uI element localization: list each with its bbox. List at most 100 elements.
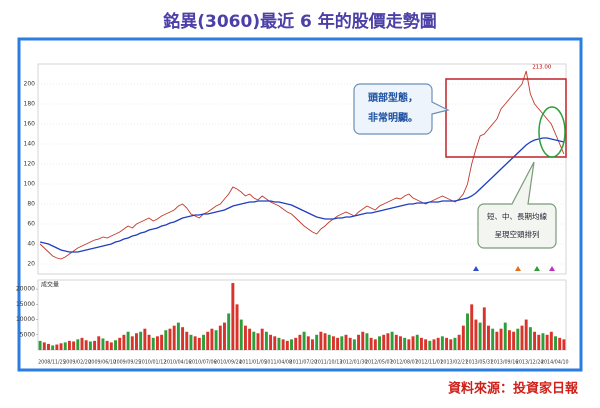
volume-bar <box>51 345 55 350</box>
volume-bar <box>168 328 172 350</box>
volume-bar <box>336 337 340 350</box>
highlight-box <box>445 78 567 158</box>
callout-text: 頭部型態， <box>368 91 418 104</box>
volume-bar <box>294 337 298 350</box>
volume-bar <box>231 283 235 350</box>
volume-bar <box>491 328 495 350</box>
volume-bar <box>407 339 411 350</box>
volume-bar <box>495 331 499 350</box>
volume-bar <box>176 322 180 350</box>
volume-bar <box>302 331 306 350</box>
volume-bar <box>67 340 71 350</box>
page-title: 銘異(3060)最近 6 年的股價走勢圖 <box>163 11 437 32</box>
volume-bar <box>315 334 319 350</box>
volume-bar <box>499 328 503 350</box>
callout-text: 短、中、長期均線 <box>487 211 547 221</box>
volume-bar <box>311 339 314 350</box>
volume-bar <box>319 331 323 350</box>
volume-bar <box>428 340 432 350</box>
y-tick-label: 140 <box>24 141 36 148</box>
volume-bar <box>348 337 352 350</box>
volume-bar <box>281 339 285 350</box>
volume-bar <box>47 343 50 350</box>
x-tick-label: 2009/09/25 <box>114 360 142 366</box>
x-tick-label: 2013/02/21 <box>440 360 468 366</box>
volume-bar <box>185 331 189 350</box>
volume-bar <box>528 327 532 350</box>
volume-bar <box>524 319 528 350</box>
volume-bar <box>130 336 134 350</box>
x-tick-label: 2011/07/20 <box>290 360 318 366</box>
volume-bar <box>88 341 92 350</box>
volume-bar <box>549 331 553 350</box>
volume-bar <box>419 337 423 350</box>
volume-bar <box>210 328 214 350</box>
source: 資料來源：投資家日報 <box>448 381 579 397</box>
y-tick-label: 5000 <box>20 331 35 338</box>
volume-bar <box>84 340 88 350</box>
x-tick-label: 2009/06/10 <box>88 360 116 366</box>
volume-bar <box>331 336 335 350</box>
x-tick-label: 2011/01/05 <box>239 360 267 366</box>
volume-bar <box>352 339 356 350</box>
volume-bar <box>327 334 331 350</box>
price-line <box>39 137 565 253</box>
volume-bar <box>357 334 361 350</box>
volume-bar <box>478 322 482 350</box>
volume-bar <box>445 337 449 350</box>
volume-bar <box>139 331 143 350</box>
volume-bar <box>298 334 302 350</box>
volume-bar <box>482 307 486 350</box>
y-tick-label: 200 <box>24 81 36 88</box>
callout <box>353 83 450 135</box>
y-tick-label: 100 <box>24 181 36 188</box>
y-tick-label: 120 <box>24 161 36 168</box>
y-tick-label: 20 <box>27 261 35 268</box>
volume-bar <box>470 304 474 350</box>
volume-bar <box>114 340 117 350</box>
volume-bar <box>382 334 386 350</box>
volume-bar <box>206 331 210 350</box>
volume-bar <box>55 344 59 350</box>
x-tick-label: 2009/02/20 <box>63 360 91 366</box>
x-tick-label: 2012/11/01 <box>415 360 443 366</box>
volume-bar <box>80 337 84 350</box>
volume-bar <box>390 331 394 350</box>
x-tick-label: 2012/01/30 <box>340 360 368 366</box>
volume-bar <box>306 336 310 350</box>
volume-bar <box>59 343 63 350</box>
volume-bar <box>365 333 369 350</box>
volume-bar <box>432 339 436 350</box>
marker <box>473 266 479 271</box>
volume-bar <box>562 339 566 350</box>
x-tick-label: 2013/05/31 <box>466 360 494 366</box>
volume-bar <box>160 334 164 350</box>
volume-bar <box>466 313 469 350</box>
volume-bar <box>243 325 247 350</box>
volume-bar <box>118 337 122 350</box>
volume-bar <box>264 331 268 350</box>
volume-bar <box>545 334 549 350</box>
volume-bar <box>172 325 176 350</box>
volume-bar <box>277 337 281 350</box>
volume-bar <box>218 325 222 350</box>
price-line <box>39 70 565 260</box>
volume-bar <box>97 336 101 350</box>
volume-bar <box>197 337 201 350</box>
volume-bar <box>214 330 218 350</box>
volume-bar <box>239 319 243 350</box>
volume-bar <box>453 337 457 350</box>
volume-bar <box>503 322 507 350</box>
volume-bar <box>533 331 537 350</box>
volume-bar <box>403 337 407 350</box>
y-tick-label: 10000 <box>16 316 35 323</box>
y-tick-label: 15000 <box>16 301 35 308</box>
volume-bar <box>394 334 398 350</box>
volume-bar <box>252 331 256 350</box>
highlight-ellipse <box>538 106 566 158</box>
marker <box>515 266 521 271</box>
y-tick-label: 20000 <box>16 286 35 293</box>
x-tick-label: 2010/09/24 <box>214 360 242 366</box>
volume-bar <box>273 336 277 350</box>
volume-bar <box>440 336 444 350</box>
